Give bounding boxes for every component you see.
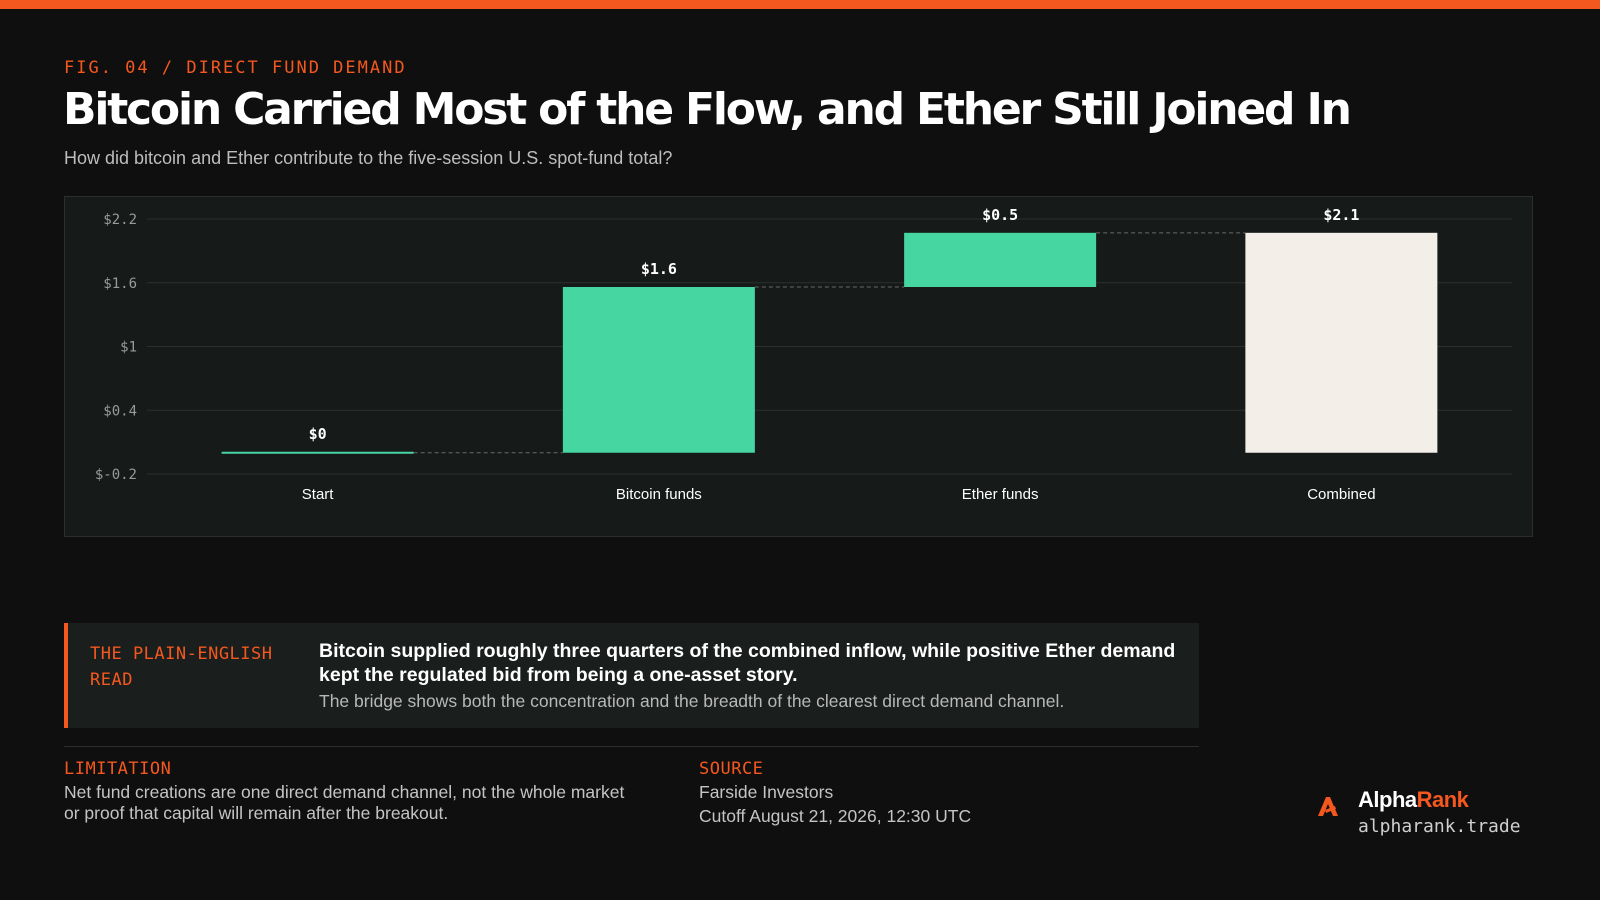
brand-name-part1: Alpha bbox=[1358, 787, 1417, 812]
chart-panel: $2.2 $1.6 $1 $0.4 $-0.2 $0 $1.6 $0.5 $2.1 Start… bbox=[64, 196, 1533, 537]
y-axis-ticks: $2.2 $1.6 $1 $0.4 $-0.2 bbox=[95, 212, 137, 483]
y-tick-label: $2.2 bbox=[103, 212, 137, 228]
x-tick-label: Combined bbox=[1307, 486, 1375, 503]
limitation-label: LIMITATION bbox=[64, 759, 172, 779]
y-tick-label: $0.4 bbox=[103, 403, 137, 419]
read-headline: Bitcoin supplied roughly three quarters … bbox=[319, 640, 1176, 686]
data-label: $2.1 bbox=[1323, 206, 1359, 224]
x-tick-label: Bitcoin funds bbox=[616, 486, 702, 503]
source-label: SOURCE bbox=[699, 759, 764, 779]
waterfall-chart: $2.2 $1.6 $1 $0.4 $-0.2 $0 $1.6 $0.5 $2.1 Start… bbox=[95, 206, 1512, 503]
data-label: $0 bbox=[309, 425, 327, 443]
limitation-line-2: or proof that capital will remain after … bbox=[64, 803, 449, 823]
brand-name-part2: Rank bbox=[1416, 787, 1469, 812]
source-line-2: Cutoff August 21, 2026, 12:30 UTC bbox=[699, 806, 972, 826]
x-tick-label: Ether funds bbox=[962, 486, 1039, 503]
bar-bitcoin-funds bbox=[562, 287, 755, 453]
top-accent-bar bbox=[0, 0, 1600, 9]
y-tick-label: $1 bbox=[120, 340, 137, 356]
read-body: The bridge shows both the concentration … bbox=[319, 691, 1065, 711]
bar-start bbox=[221, 451, 414, 454]
bars bbox=[221, 232, 1438, 454]
y-tick-label: $1.6 bbox=[103, 276, 137, 292]
source-line-1: Farside Investors bbox=[699, 782, 834, 802]
plain-english-read: THE PLAIN-ENGLISH READ Bitcoin supplied … bbox=[64, 623, 1199, 728]
page-subtitle: How did bitcoin and Ether contribute to … bbox=[64, 148, 673, 168]
x-axis-ticks: Start Bitcoin funds Ether funds Combined bbox=[302, 486, 1376, 503]
y-tick-label: $-0.2 bbox=[95, 467, 137, 483]
data-label: $0.5 bbox=[982, 206, 1018, 224]
figure-kicker: FIG. 04 / DIRECT FUND DEMAND bbox=[64, 58, 407, 78]
page-title: Bitcoin Carried Most of the Flow, and Et… bbox=[63, 84, 1352, 135]
bar-ether-funds bbox=[904, 232, 1097, 287]
data-label: $1.6 bbox=[641, 260, 677, 278]
alpharank-logo-icon bbox=[1318, 797, 1338, 816]
x-tick-label: Start bbox=[302, 486, 335, 503]
brand-name: AlphaRank bbox=[1358, 787, 1469, 813]
brand-url: alpharank.trade bbox=[1358, 816, 1521, 837]
bar-combined bbox=[1245, 232, 1438, 453]
footer-divider bbox=[64, 746, 1199, 747]
connector-lines bbox=[413, 232, 1246, 454]
read-tag: THE PLAIN-ENGLISH READ bbox=[90, 644, 273, 690]
data-labels: $0 $1.6 $0.5 $2.1 bbox=[309, 206, 1360, 443]
limitation-line-1: Net fund creations are one direct demand… bbox=[64, 782, 625, 802]
